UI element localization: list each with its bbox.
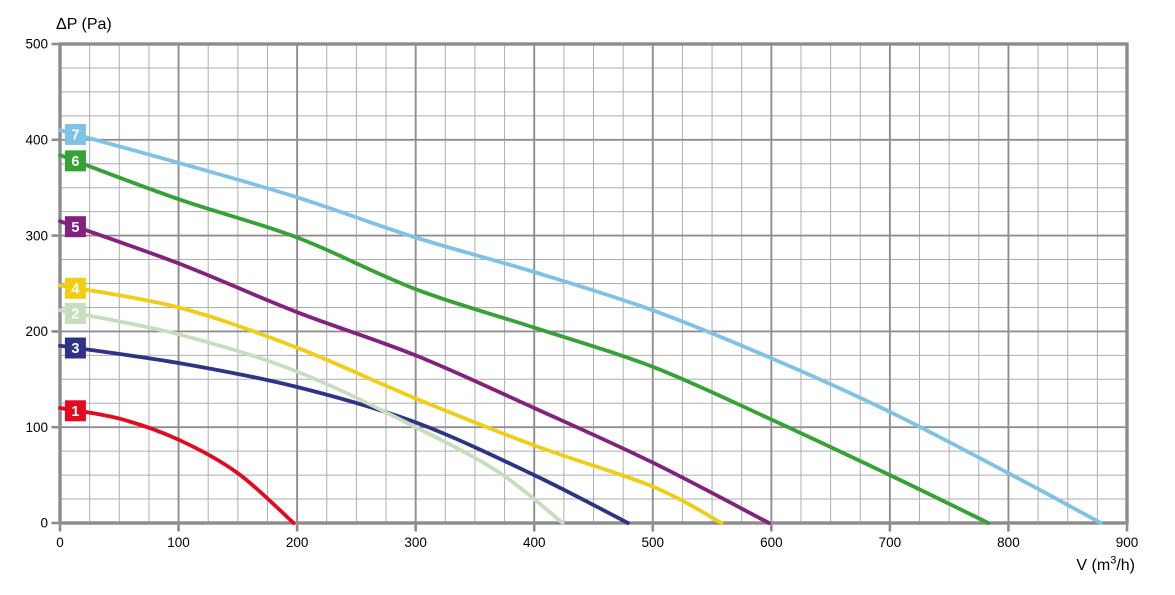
- curve-label-number-3: 3: [71, 341, 79, 357]
- curve-label-number-5: 5: [71, 220, 79, 236]
- x-tick-label: 200: [286, 535, 309, 550]
- curve-2: [58, 308, 565, 525]
- curve-5: [58, 219, 771, 525]
- curve-label-number-2: 2: [71, 307, 79, 323]
- y-tick-label: 100: [25, 420, 48, 435]
- y-tick-label: 200: [25, 324, 48, 339]
- x-tick-label: 100: [167, 535, 190, 550]
- curve-4: [58, 283, 724, 525]
- curve-label-number-1: 1: [71, 404, 79, 420]
- y-tick-label: 300: [25, 228, 48, 243]
- x-tick-label: 400: [523, 535, 546, 550]
- y-tick-label: 500: [25, 37, 48, 52]
- x-tick-label: 500: [642, 535, 665, 550]
- plot-frame: [58, 42, 1129, 525]
- curve-label-number-6: 6: [71, 154, 79, 170]
- curve-label-number-7: 7: [71, 128, 79, 144]
- x-axis-title-sup: 3: [1110, 554, 1117, 567]
- x-tick-label: 300: [404, 535, 427, 550]
- curve-label-box-7: [64, 123, 86, 145]
- curve-label-box-2: [64, 302, 86, 324]
- y-tick-label: 0: [40, 516, 48, 531]
- curve-label-box-3: [64, 337, 86, 359]
- curve-label-1: 1: [64, 400, 86, 422]
- curve-label-4: 4: [64, 277, 86, 299]
- x-axis-title: V (m3/h): [1076, 554, 1135, 575]
- curve-label-box-4: [64, 277, 86, 299]
- x-tick-label: 700: [879, 535, 902, 550]
- x-tick-label: 0: [56, 535, 64, 550]
- curve-label-box-6: [64, 150, 86, 172]
- x-axis-title-pre: V (m: [1076, 557, 1111, 574]
- curve-label-number-4: 4: [71, 281, 79, 297]
- y-axis-title: ΔP (Pa): [56, 16, 112, 33]
- curve-label-3: 3: [64, 337, 86, 359]
- curve-7: [58, 128, 1103, 525]
- curve-6: [58, 153, 991, 525]
- x-tick-label: 600: [760, 535, 783, 550]
- curve-label-2: 2: [64, 302, 86, 324]
- x-tick-label: 800: [997, 535, 1020, 550]
- curve-label-box-5: [64, 216, 86, 238]
- curve-label-6: 6: [64, 150, 86, 172]
- curve-label-5: 5: [64, 216, 86, 238]
- curve-label-7: 7: [64, 123, 86, 145]
- curve-label-box-1: [64, 400, 86, 422]
- y-tick-label: 400: [25, 133, 48, 148]
- x-axis-title-post: /h): [1116, 557, 1135, 574]
- x-tick-label: 900: [1116, 535, 1139, 550]
- curve-1: [58, 406, 296, 525]
- curve-3: [58, 343, 630, 525]
